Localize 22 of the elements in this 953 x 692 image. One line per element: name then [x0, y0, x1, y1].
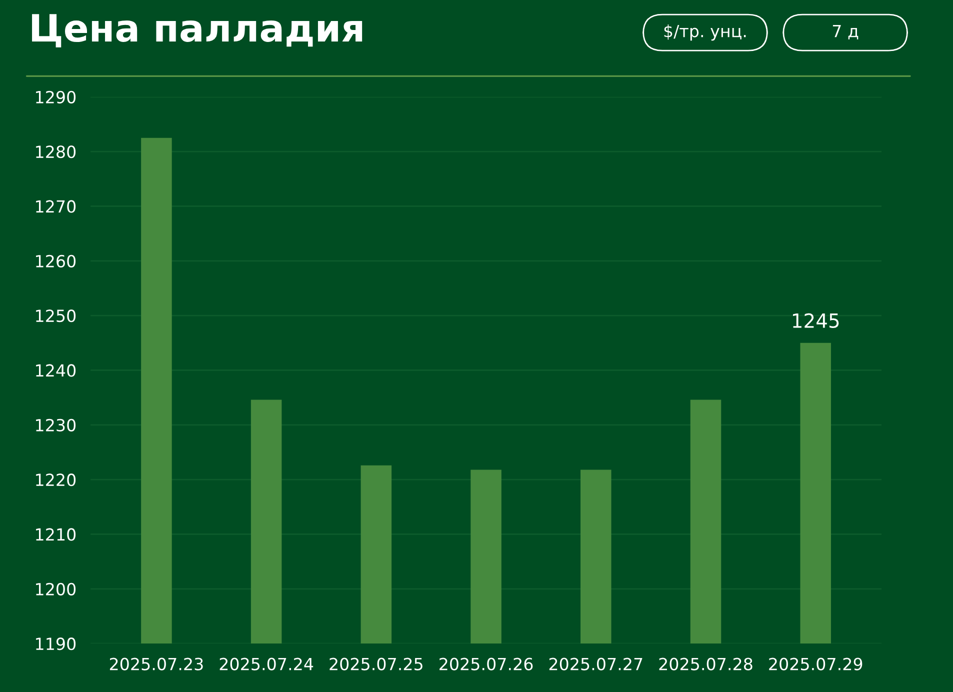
y-tick-label: 1270 [36, 200, 76, 213]
x-tick-label: 2025.07.26 [440, 658, 533, 670]
chart-title: Цена палладия [32, 14, 362, 48]
text: $/тр. унц. [664, 24, 746, 41]
y-tick-label: 1190 [36, 638, 76, 650]
y-tick-label: 1220 [36, 474, 76, 486]
y-tick-label: 1280 [36, 146, 76, 158]
x-tick-label: 2025.07.29 [769, 658, 862, 670]
y-tick-label: 1240 [36, 364, 76, 377]
y-tick-label: 1250 [36, 310, 76, 322]
y-tick-label: 1230 [36, 418, 76, 432]
y-tick-label: 1210 [36, 528, 76, 541]
x-tick-label: 2025.07.24 [220, 658, 314, 670]
x-tick-label: 2025.07.23 [110, 658, 203, 670]
data-label: 1245 [793, 313, 839, 328]
y-tick-label: 1290 [36, 90, 76, 104]
x-tick-label: 2025.07.27 [549, 658, 642, 670]
text: 7 д [832, 24, 858, 40]
x-tick-label: 2025.07.28 [659, 658, 752, 670]
y-tick-label: 1260 [36, 254, 76, 268]
y-tick-label: 1200 [36, 582, 76, 596]
x-tick-label: 2025.07.25 [330, 658, 422, 670]
